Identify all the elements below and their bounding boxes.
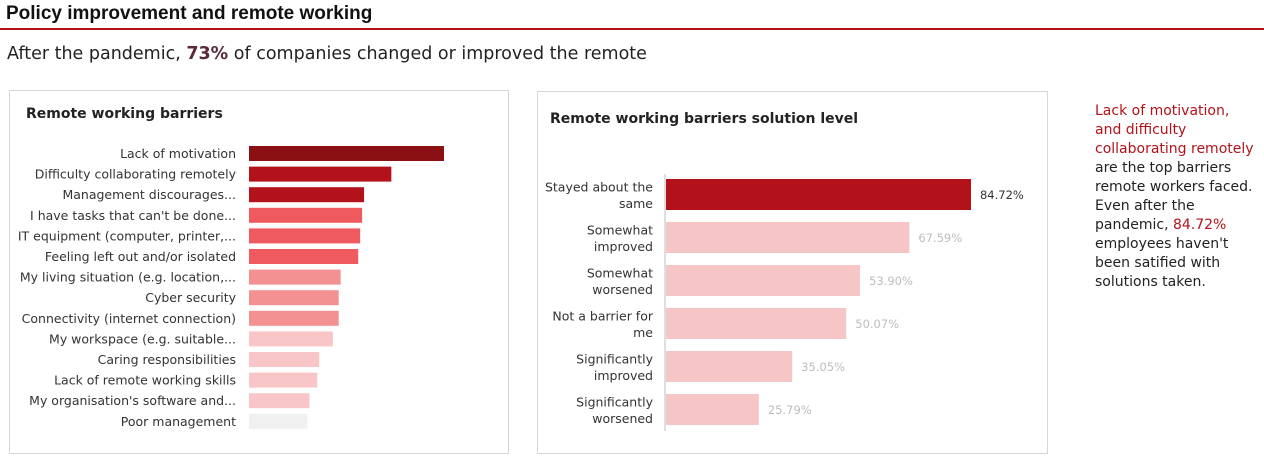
barriers-chart-panel: Remote working barriers Lack of motivati… [9, 90, 509, 454]
barrier-bar [249, 310, 339, 326]
barrier-category-label: Connectivity (internet connection) [22, 311, 236, 326]
barrier-category-label: My organisation's software and... [29, 393, 236, 408]
barrier-bar [249, 228, 361, 244]
barrier-category-label: Difficulty collaborating remotely [35, 167, 237, 182]
page-subtitle: After the pandemic, 73% of companies cha… [7, 44, 647, 64]
commentary-body-2: employees haven't been satified with sol… [1095, 236, 1229, 290]
solution-data-label: 84.72% [980, 188, 1024, 202]
solution-bar [666, 394, 759, 425]
barrier-bar [249, 187, 365, 203]
solution-category-label: Somewhat improved [587, 223, 653, 255]
solution-data-label: 25.79% [768, 403, 812, 417]
solution-bar [666, 351, 793, 382]
barrier-bar [249, 290, 339, 306]
solution-bar [666, 222, 910, 253]
commentary-text: Lack of motivation, and difficulty colla… [1095, 102, 1260, 292]
barrier-bar [249, 207, 363, 223]
commentary-highlight-percent: 84.72% [1172, 217, 1227, 233]
solution-bar [666, 179, 971, 210]
barrier-bar [249, 393, 310, 409]
barrier-category-label: I have tasks that can't be done... [30, 208, 236, 223]
page-title: Policy improvement and remote working [6, 3, 373, 24]
solution-bar [666, 308, 847, 339]
barrier-category-label: My living situation (e.g. location,... [20, 270, 236, 285]
solution-bar [666, 265, 861, 296]
solution-category-label: Significantly improved [576, 352, 653, 384]
solution-data-label: 35.05% [801, 360, 845, 374]
commentary-highlight-barriers: Lack of motivation, and difficulty colla… [1095, 103, 1254, 157]
barrier-bar [249, 331, 333, 347]
barrier-category-label: Feeling left out and/or isolated [45, 249, 236, 264]
barrier-bar [249, 413, 308, 429]
barrier-category-label: Lack of motivation [120, 146, 236, 161]
title-divider [0, 28, 1264, 30]
barrier-bar [249, 352, 320, 367]
barrier-category-label: Cyber security [145, 290, 236, 305]
barrier-bar [249, 249, 359, 264]
solution-category-label: Significantly worsened [576, 395, 653, 427]
solution-category-label: Not a barrier for me [552, 309, 653, 341]
barriers-chart-title: Remote working barriers [26, 106, 223, 122]
subtitle-lead-text: After the pandemic, [7, 44, 187, 64]
barrier-category-label: Caring responsibilities [98, 352, 236, 367]
subtitle-highlight-percent: 73% [186, 44, 229, 64]
solution-category-label: Somewhat worsened [587, 266, 653, 298]
barrier-category-label: IT equipment (computer, printer,... [18, 228, 236, 243]
barrier-category-label: My workspace (e.g. suitable... [49, 331, 236, 346]
solution-data-label: 53.90% [869, 274, 913, 288]
solution-level-chart-panel: Remote working barriers solution level S… [537, 91, 1048, 454]
barrier-bar [249, 372, 318, 388]
barrier-category-label: Poor management [121, 414, 236, 429]
barriers-chart: Lack of motivation Difficulty collaborati… [18, 146, 444, 429]
barrier-bar [249, 166, 392, 182]
subtitle-tail-text: of companies changed or improved the rem… [228, 44, 647, 64]
barrier-bar [249, 269, 341, 285]
barrier-category-label: Management discourages... [62, 187, 236, 202]
barrier-bar [249, 146, 444, 161]
barrier-category-label: Lack of remote working skills [54, 373, 236, 388]
solution-category-label: Stayed about the same [545, 180, 653, 212]
commentary-body-1: are the top barriers remote workers face… [1095, 160, 1253, 233]
solution-data-label: 50.07% [855, 317, 899, 331]
solution-data-label: 67.59% [918, 231, 962, 245]
solution-level-chart-title: Remote working barriers solution level [550, 111, 859, 127]
solution-level-chart: Stayed about the same 84.72% Somewhat improv… [545, 174, 1024, 431]
